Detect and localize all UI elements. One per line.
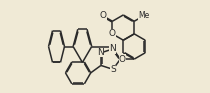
Text: O: O bbox=[109, 29, 116, 38]
Text: O: O bbox=[119, 55, 126, 64]
Text: S: S bbox=[110, 65, 116, 74]
Text: O: O bbox=[100, 11, 107, 20]
Text: Me: Me bbox=[138, 11, 149, 20]
Text: N: N bbox=[98, 48, 104, 57]
Text: N: N bbox=[110, 44, 116, 53]
